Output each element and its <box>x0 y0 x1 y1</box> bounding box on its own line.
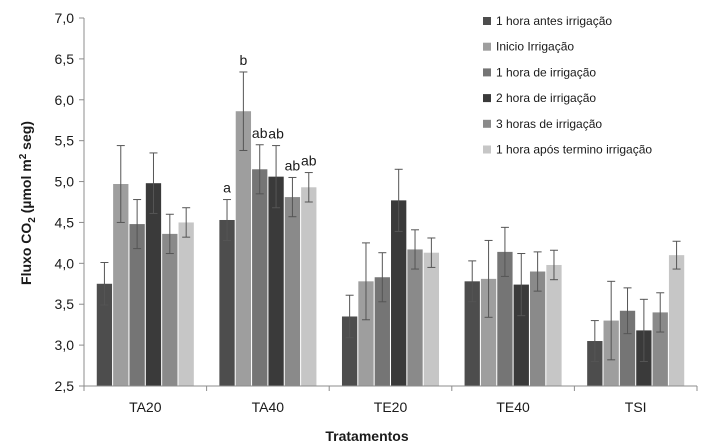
bar <box>374 277 390 386</box>
bar <box>301 187 317 386</box>
legend-swatch <box>483 119 491 128</box>
y-tick-label: 3,5 <box>55 296 75 312</box>
bar <box>529 271 546 386</box>
bar <box>546 264 562 386</box>
legend-swatch <box>483 94 491 103</box>
bar <box>268 176 284 386</box>
x-tick-label: TE20 <box>374 399 408 415</box>
bar <box>178 222 194 386</box>
x-tick-label: TE40 <box>496 399 530 415</box>
y-axis: 2,5 3,0 3,5 4,0 4,5 5,0 5,5 6,0 6,5 7,0 <box>55 10 85 394</box>
bar <box>162 233 178 386</box>
x-axis-title: Tratamentos <box>325 428 408 444</box>
significance-letter: b <box>239 52 247 68</box>
significance-letter: ab <box>301 153 317 169</box>
y-tick-label: 4,0 <box>55 255 75 271</box>
bar <box>391 200 407 386</box>
bar <box>407 249 423 386</box>
bar <box>423 252 440 386</box>
significance-letter: ab <box>268 126 284 142</box>
y-tick-label: 4,5 <box>55 214 75 230</box>
x-tick-label: TA40 <box>252 399 285 415</box>
legend-swatch <box>483 145 491 154</box>
bar <box>587 341 603 386</box>
bar <box>464 281 480 386</box>
bar <box>96 283 113 386</box>
y-tick-label: 2,5 <box>55 378 75 394</box>
y-tick-label: 7,0 <box>55 10 75 26</box>
bar <box>129 224 145 386</box>
bar <box>113 184 129 386</box>
legend-entry: 1 hora de irrigação <box>496 65 596 79</box>
bar <box>219 219 235 386</box>
y-tick-label: 6,0 <box>55 92 75 108</box>
legend-entry: 1 hora após termino irrigação <box>496 143 652 157</box>
bar <box>341 316 358 386</box>
legend-entry: 3 horas de irrigação <box>496 117 602 131</box>
legend-swatch <box>483 68 491 77</box>
bar <box>252 169 268 386</box>
bar <box>235 111 252 386</box>
bar <box>284 197 301 386</box>
bar <box>513 284 529 386</box>
bar <box>668 255 685 386</box>
legend-swatch <box>483 17 491 25</box>
y-tick-label: 5,5 <box>55 133 75 149</box>
bar <box>358 281 374 386</box>
y-tick-label: 3,0 <box>55 337 75 353</box>
significance-letter: ab <box>285 157 301 173</box>
y-tick-label: 5,0 <box>55 174 75 190</box>
x-axis: TA20 TA40 TE20 TE40 TSI <box>83 385 698 415</box>
bar <box>619 310 636 386</box>
legend: 1 hora antes irrigação Inicio Irrigação 1 … <box>483 14 652 157</box>
bar <box>480 278 497 386</box>
significance-letter: ab <box>252 125 268 141</box>
legend-entry: Inicio Irrigação <box>496 40 574 54</box>
x-tick-label: TSI <box>625 399 647 415</box>
x-tick-label: TA20 <box>129 399 162 415</box>
y-axis-title: Fluxo CO2 (µmol m2 seg) <box>18 121 38 285</box>
legend-entry: 1 hora antes irrigação <box>496 14 612 28</box>
y-tick-label: 6,5 <box>55 51 75 67</box>
bar-groups <box>96 71 685 386</box>
bar <box>497 251 513 386</box>
legend-swatch <box>483 42 491 51</box>
legend-entry: 2 hora de irrigação <box>496 91 596 105</box>
bar <box>652 312 668 386</box>
bar <box>145 183 162 386</box>
significance-letter: a <box>223 180 231 196</box>
